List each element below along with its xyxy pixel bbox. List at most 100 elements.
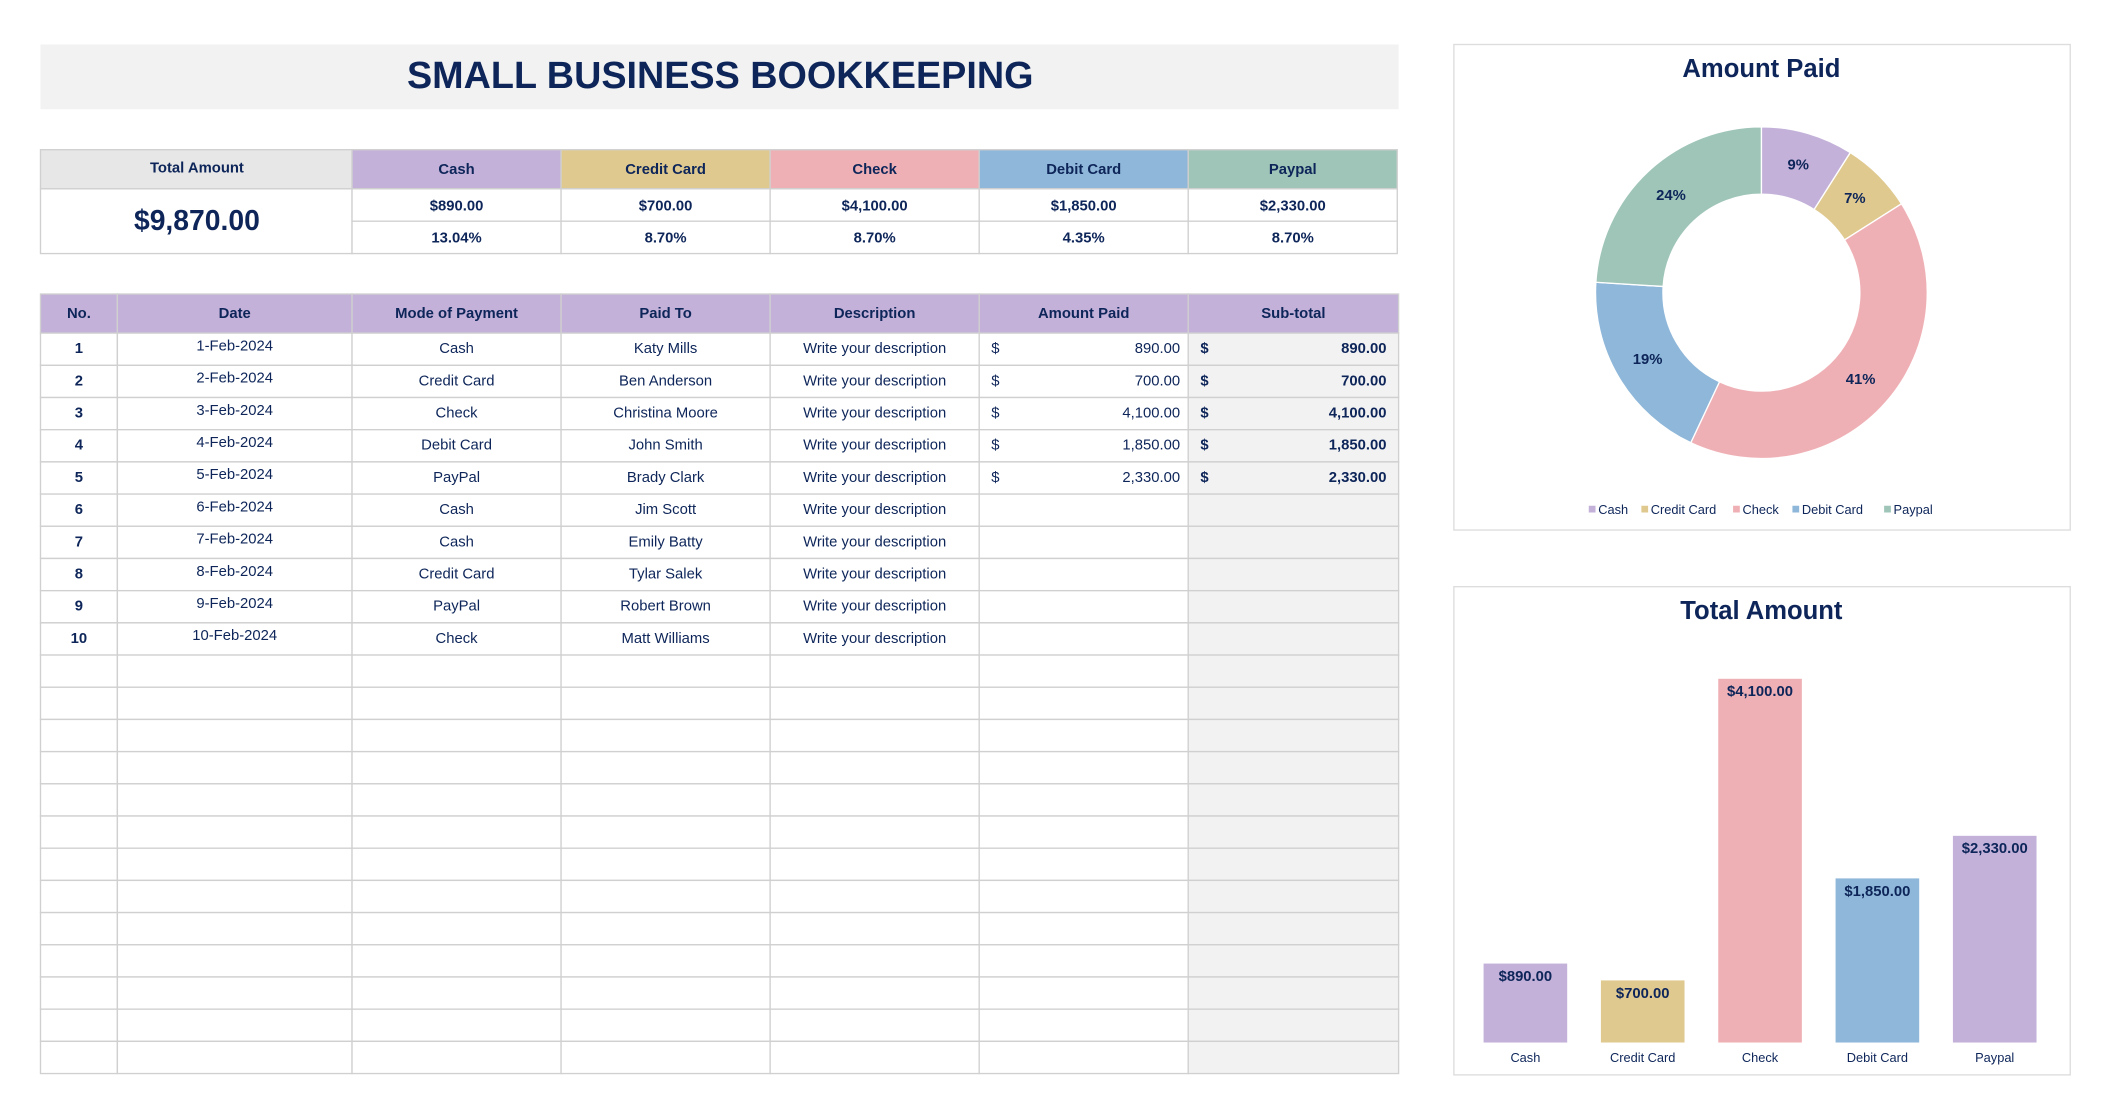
legend-swatch [1641,505,1649,513]
table-cell [39,461,119,495]
bar [1483,963,1568,1043]
table-cell [39,396,119,431]
x-tick-label: Debit Card [1847,1050,1908,1065]
method-percent-cell [978,220,1189,255]
table-cell [39,911,119,946]
table-cell [351,332,562,366]
pie-slice [1689,202,1928,460]
cell-no: 1 [75,341,83,357]
table-cell [351,1008,562,1043]
method-header-cell [560,149,771,190]
cell-date: 2-Feb-2024 [196,371,273,387]
bar [1718,678,1802,1043]
table-cell [560,847,771,882]
column-header-cell [978,293,1189,334]
table-cell [560,396,771,431]
table-cell [1187,847,1400,882]
cell-description: Write your description [803,373,946,389]
legend-label: Cash [1598,502,1628,517]
table-cell [116,750,353,785]
cell-amount: 890.00 [1135,341,1180,357]
cell-mode: Credit Card [419,373,495,389]
table-cell [1187,783,1400,817]
table-cell [978,879,1189,914]
bar-value-label: $890.00 [1499,969,1553,985]
cell-currency: $ [991,373,999,389]
cell-amount: 1,850.00 [1122,438,1180,454]
table-cell [39,686,119,721]
cell-mode: Check [436,631,479,647]
legend-swatch [1588,505,1596,513]
table-cell [978,815,1189,849]
cell-subtotal-currency: $ [1200,373,1209,389]
table-cell [351,879,562,914]
table-cell [351,493,562,527]
table-cell [351,944,562,978]
method-header-cell [978,149,1189,190]
table-cell [39,944,119,978]
cell-subtotal-currency: $ [1200,406,1209,422]
table-cell [978,1040,1189,1075]
bar [1600,980,1685,1043]
table-cell [1187,911,1400,946]
x-tick-label: Check [1742,1050,1779,1065]
slice-label: 24% [1656,188,1686,204]
cell-subtotal: 700.00 [1341,373,1386,389]
cell-no: 2 [75,373,83,389]
cell-description: Write your description [803,566,946,582]
bar [1952,835,2037,1043]
table-cell [769,879,980,914]
method-percent-cell [1187,220,1398,255]
cell-description: Write your description [803,438,946,454]
table-cell [116,557,353,592]
table-cell [1187,976,1400,1010]
method-name: Debit Card [1046,162,1121,178]
method-amount: $890.00 [430,198,484,214]
table-cell [769,911,980,946]
table-cell [1187,944,1400,978]
cell-mode: Cash [439,502,474,518]
table-cell [39,718,119,753]
table-cell [560,686,771,721]
cell-description: Write your description [803,470,946,486]
table-cell [769,461,980,495]
table-cell [351,429,562,463]
table-cell [116,847,353,882]
table-cell [769,944,980,978]
table-cell [560,783,771,817]
method-amount: $2,330.00 [1260,198,1326,214]
column-header: Paid To [639,306,691,322]
legend-label: Credit Card [1651,502,1716,517]
column-header: Sub-total [1261,306,1325,322]
table-cell [769,686,980,721]
x-tick-label: Paypal [1975,1050,2014,1065]
table-cell [351,783,562,817]
table-cell [351,396,562,431]
slice-label: 41% [1846,372,1876,388]
table-cell [560,429,771,463]
method-name: Check [852,162,897,178]
method-percent: 4.35% [1063,231,1105,247]
table-cell [560,976,771,1010]
table-cell [351,654,562,688]
cell-subtotal-currency: $ [1200,341,1209,357]
table-cell [116,461,353,495]
table-cell [560,622,771,656]
table-cell [1187,557,1400,592]
method-name: Credit Card [625,162,706,178]
table-cell [1187,525,1400,560]
table-cell [560,461,771,495]
table-cell [978,783,1189,817]
table-cell [769,718,980,753]
table-cell [1187,589,1400,624]
method-percent: 13.04% [431,231,481,247]
table-cell [39,557,119,592]
column-header: Amount Paid [1038,306,1129,322]
x-tick-label: Cash [1510,1050,1540,1065]
cell-paid-to: Christina Moore [613,406,718,422]
table-cell [116,589,353,624]
table-cell [1187,879,1400,914]
method-name: Cash [438,162,474,178]
cell-paid-to: Katy Mills [634,341,697,357]
method-amount: $4,100.00 [842,198,908,214]
